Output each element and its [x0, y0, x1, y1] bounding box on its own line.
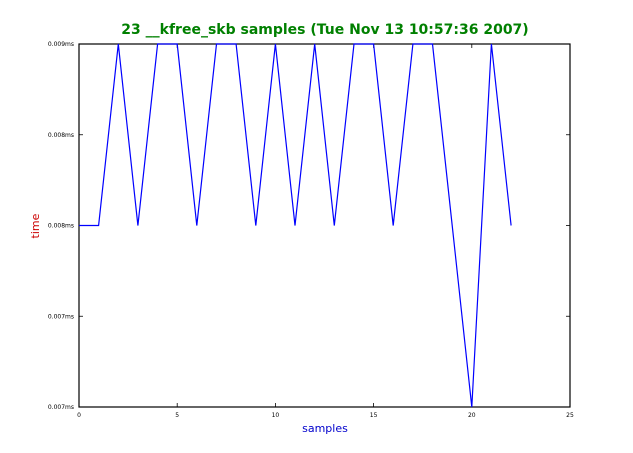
y-tick-label: 0.008ms [48, 223, 74, 230]
x-tick-label: 5 [175, 412, 179, 419]
series-line [79, 43, 512, 408]
chart-title: 23 __kfree_skb samples (Tue Nov 13 10:57… [121, 22, 528, 38]
y-tick-label: 0.007ms [48, 313, 74, 320]
y-tick-label: 0.007ms [48, 404, 74, 411]
y-tick-label: 0.009ms [48, 41, 74, 48]
x-tick-label: 20 [468, 412, 476, 419]
plot-area: 0 5 10 15 20 25 0.007ms 0.007ms 0.008ms 0.008ms 0.… [48, 41, 574, 419]
x-tick-label: 10 [272, 412, 280, 419]
x-axis-label: samples [302, 422, 348, 435]
x-tick-label: 0 [77, 412, 81, 419]
y-axis-label: time [29, 213, 42, 238]
plot-frame [78, 43, 571, 408]
x-tick-label: 15 [370, 412, 378, 419]
x-tick-label: 25 [566, 412, 574, 419]
y-tick-label: 0.008ms [48, 132, 74, 139]
